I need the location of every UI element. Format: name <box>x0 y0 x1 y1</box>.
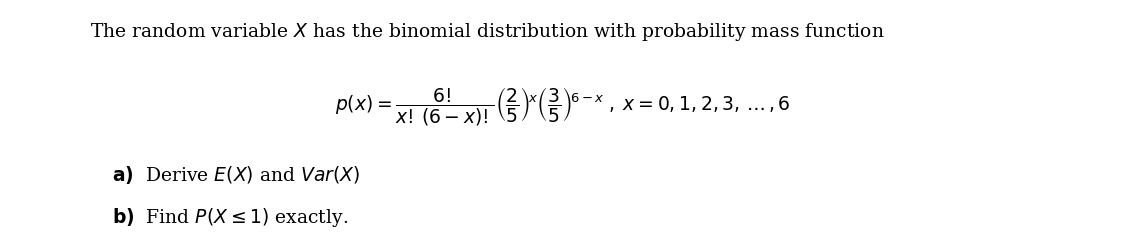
Text: The random variable $X$ has the binomial distribution with probability mass func: The random variable $X$ has the binomial… <box>90 21 884 43</box>
Text: $\mathbf{b)}$  Find $P(X \leq 1)$ exactly.: $\mathbf{b)}$ Find $P(X \leq 1)$ exactly… <box>112 206 349 229</box>
Text: $p(x) = \dfrac{6!}{x!\,(6-x)!}\left(\dfrac{2}{5}\right)^{\!x}\left(\dfrac{3}{5}\: $p(x) = \dfrac{6!}{x!\,(6-x)!}\left(\dfr… <box>335 85 790 127</box>
Text: $\mathbf{a)}$  Derive $E(X)$ and $\mathit{Var}(X)$: $\mathbf{a)}$ Derive $E(X)$ and $\mathit… <box>112 164 361 186</box>
